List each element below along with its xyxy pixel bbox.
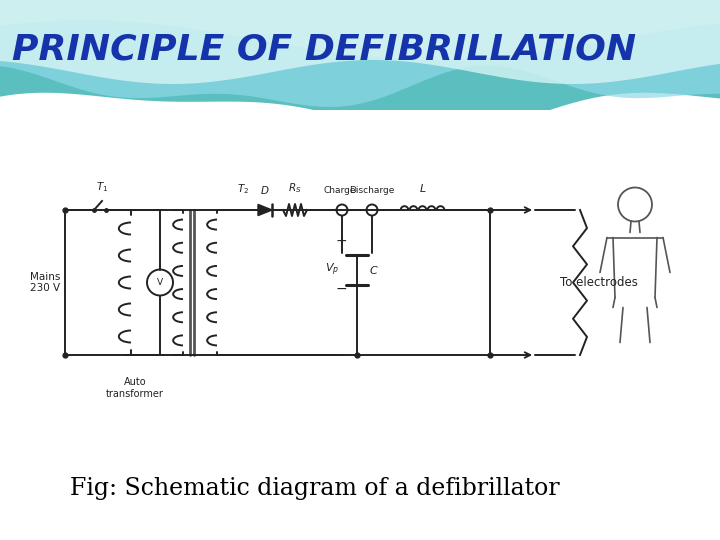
Text: +: + — [336, 234, 347, 248]
Text: $D$: $D$ — [260, 184, 270, 196]
Text: $C$: $C$ — [369, 264, 379, 276]
Text: $T_2$: $T_2$ — [237, 182, 249, 196]
Text: $L$: $L$ — [419, 182, 426, 194]
Text: PRINCIPLE OF DEFIBRILLATION: PRINCIPLE OF DEFIBRILLATION — [12, 33, 636, 67]
Polygon shape — [0, 0, 720, 136]
Text: $R_S$: $R_S$ — [288, 181, 302, 195]
Polygon shape — [0, 0, 720, 60]
Text: Mains
230 V: Mains 230 V — [30, 272, 60, 293]
Text: Auto
transformer: Auto transformer — [106, 377, 164, 399]
Polygon shape — [0, 110, 720, 540]
Text: $T_1$: $T_1$ — [96, 180, 108, 194]
Text: To electrodes: To electrodes — [560, 276, 638, 289]
Text: −: − — [336, 282, 347, 296]
Text: V: V — [157, 278, 163, 287]
Polygon shape — [0, 0, 720, 107]
Polygon shape — [0, 0, 720, 84]
Text: Fig: Schematic diagram of a defibrillator: Fig: Schematic diagram of a defibrillato… — [70, 476, 559, 500]
Text: $V_p$: $V_p$ — [325, 262, 339, 278]
Text: Discharge: Discharge — [349, 186, 395, 195]
Text: Charge: Charge — [324, 186, 356, 195]
Polygon shape — [258, 205, 272, 215]
